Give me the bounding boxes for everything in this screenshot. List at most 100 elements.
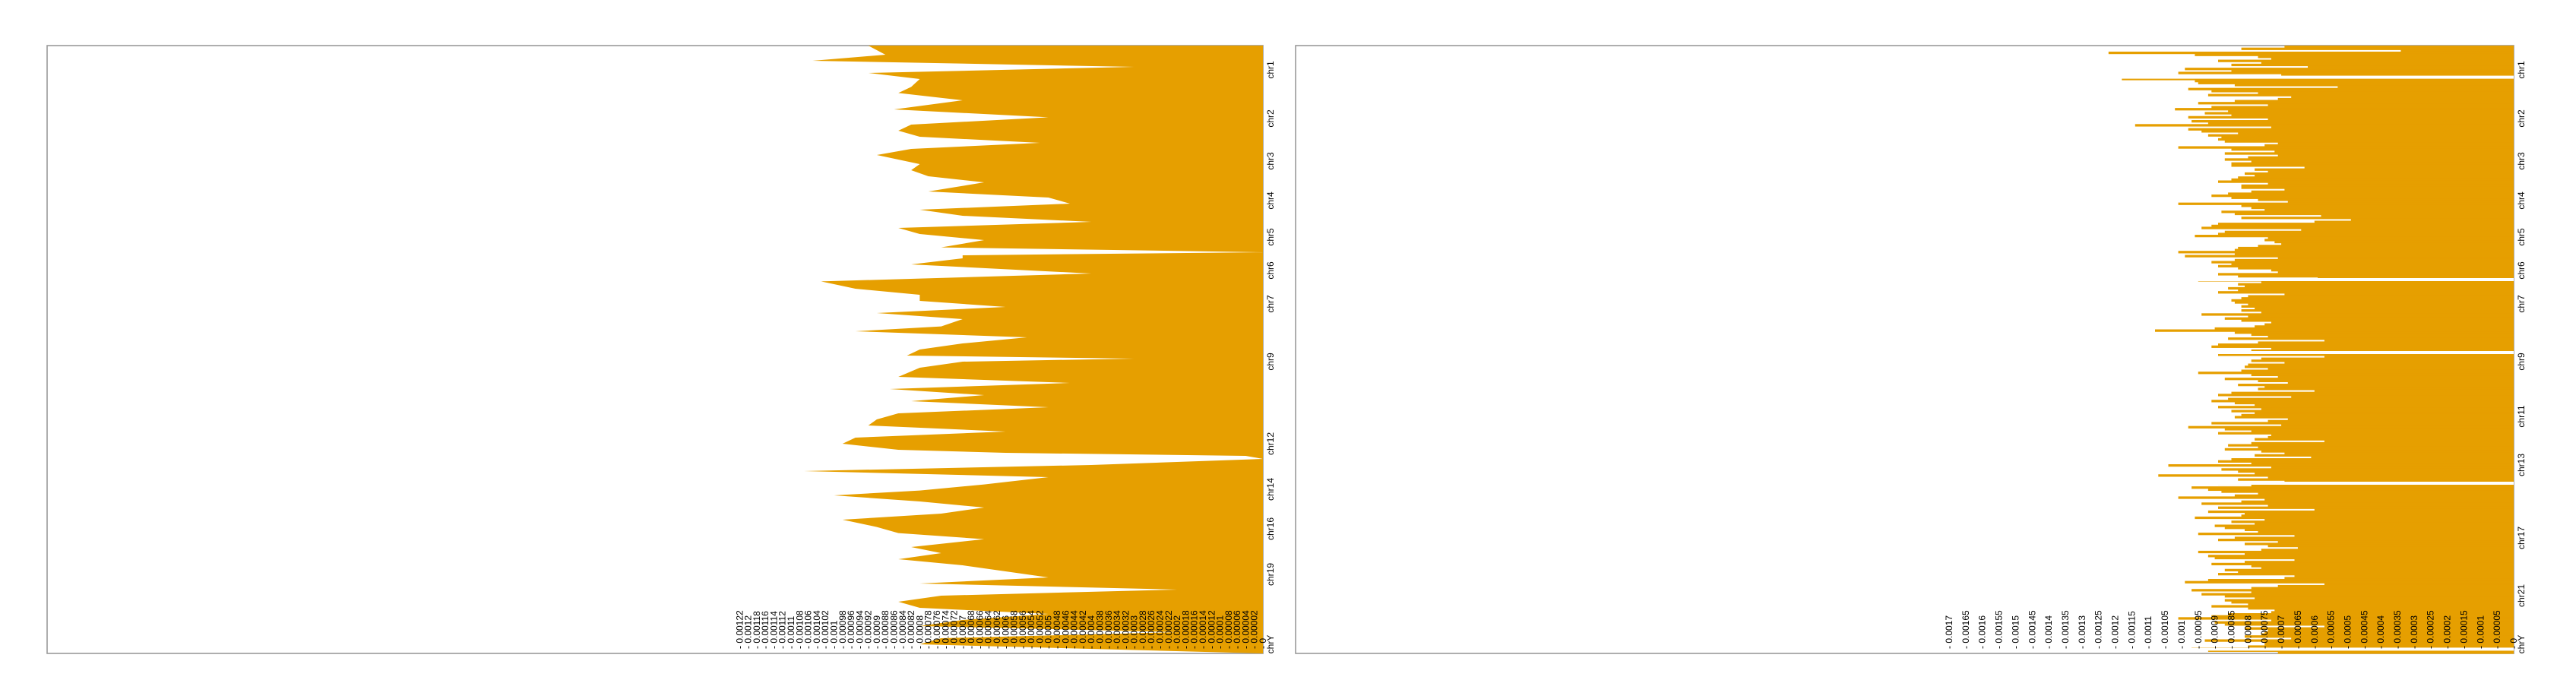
bar xyxy=(2234,258,2514,262)
bar xyxy=(2207,510,2514,514)
bar xyxy=(2218,223,2514,226)
bar xyxy=(2245,365,2514,368)
x-tick-label: - 0.00014 xyxy=(1198,610,1208,649)
bar xyxy=(2108,51,2514,55)
gap-line xyxy=(1562,647,2514,651)
bar xyxy=(2201,226,2514,229)
bar xyxy=(2251,590,2514,594)
bar xyxy=(2258,198,2514,201)
x-tick-label: - 0.00018 xyxy=(1180,610,1191,649)
x-tick-label: - 0.0001 xyxy=(2475,615,2486,649)
bar xyxy=(2255,168,2514,171)
x-tick-label: - 0.00065 xyxy=(2293,610,2303,649)
x-tick-label: - 0.00085 xyxy=(2226,610,2237,649)
bar xyxy=(2264,208,2514,211)
x-tick-label: - 0.0013 xyxy=(2077,615,2087,649)
bar xyxy=(2218,460,2514,463)
bar xyxy=(2271,611,2514,614)
x-tick-label: - 0.0001 xyxy=(1215,615,1226,649)
bar xyxy=(2258,91,2514,95)
x-tick-label: - 0.00092 xyxy=(863,610,874,649)
bar xyxy=(2195,80,2514,83)
bar xyxy=(2255,403,2514,406)
bar xyxy=(2314,220,2514,223)
bar xyxy=(2185,580,2514,584)
x-tick-label: - 0.00032 xyxy=(1120,610,1131,649)
bar xyxy=(2311,456,2514,459)
bar xyxy=(2231,299,2514,302)
x-tick-label: - 0.00096 xyxy=(846,610,856,649)
bar xyxy=(2294,534,2514,537)
bar xyxy=(2218,343,2514,346)
x-tick-label: - 0.001 xyxy=(2176,620,2187,649)
bar xyxy=(2218,273,2514,276)
bar xyxy=(2255,454,2514,457)
x-tick-label: - 0.00036 xyxy=(1103,610,1114,649)
bar xyxy=(2261,407,2514,411)
y-label-chr1: chr1 xyxy=(1265,61,1276,79)
bar xyxy=(2178,71,2514,74)
bar xyxy=(2224,623,2514,626)
x-tick-label: - 0.00004 xyxy=(1240,610,1251,649)
bar xyxy=(2238,283,2514,286)
x-tick-label: - 0.00074 xyxy=(940,610,951,649)
x-tick-label: - 0.00115 xyxy=(2126,611,2137,649)
bar xyxy=(2231,196,2514,199)
bar xyxy=(2231,391,2514,394)
bar xyxy=(2234,536,2514,539)
bar xyxy=(2267,170,2514,173)
bar xyxy=(2255,522,2514,526)
bar xyxy=(2207,93,2514,96)
bar xyxy=(2238,246,2514,250)
x-tick-label: - 0.0005 xyxy=(2342,615,2353,649)
bar xyxy=(2228,286,2514,290)
bar xyxy=(2241,500,2514,503)
bar xyxy=(2241,514,2514,517)
bar xyxy=(2251,350,2514,353)
x-tick-label: - 0.00095 xyxy=(2193,610,2204,649)
bar xyxy=(2255,472,2514,475)
bar xyxy=(2287,381,2514,384)
bar xyxy=(2251,462,2514,465)
bar xyxy=(2281,424,2514,427)
bar xyxy=(2188,115,2514,119)
bar xyxy=(2234,100,2514,103)
x-tick-label: - 0.0002 xyxy=(1172,615,1182,649)
gap-line xyxy=(1562,351,2514,354)
bar xyxy=(2234,252,2514,256)
bar xyxy=(2224,428,2514,431)
y-label-chr6: chr6 xyxy=(1265,261,1276,280)
bar xyxy=(2258,387,2514,391)
bar xyxy=(2258,530,2514,533)
bar xyxy=(2221,136,2514,139)
x-tick-label: - 0.00076 xyxy=(932,610,942,649)
bar xyxy=(2214,327,2514,331)
bar xyxy=(2228,337,2514,340)
bar xyxy=(2204,112,2514,115)
bar xyxy=(2224,230,2514,233)
bar xyxy=(2245,512,2514,515)
bar xyxy=(2228,444,2514,447)
bar xyxy=(2231,520,2514,523)
area-series xyxy=(804,46,1263,653)
y-label-chr3: chr3 xyxy=(1265,152,1276,170)
bar xyxy=(2277,257,2514,260)
x-tick-label: - 0.00054 xyxy=(1026,610,1036,649)
bar xyxy=(2284,46,2514,49)
x-tick-label: - 0.00125 xyxy=(2093,610,2104,649)
x-tick-label: - 0.00048 xyxy=(1052,610,1062,649)
bar xyxy=(2224,595,2514,598)
bar xyxy=(2277,142,2514,145)
bar xyxy=(2218,59,2514,62)
bar xyxy=(2234,401,2514,405)
bar xyxy=(2324,355,2514,359)
x-tick-label: - 0.0007 xyxy=(2276,615,2286,649)
bar xyxy=(2248,645,2514,648)
bar xyxy=(2245,627,2514,630)
bar xyxy=(2255,438,2514,441)
bar xyxy=(2234,301,2514,304)
bar xyxy=(2261,62,2514,65)
x-tick-label: - 0.00006 xyxy=(1232,610,1242,649)
bar xyxy=(2277,540,2514,543)
x-tick-label: - 0.00104 xyxy=(812,610,822,649)
